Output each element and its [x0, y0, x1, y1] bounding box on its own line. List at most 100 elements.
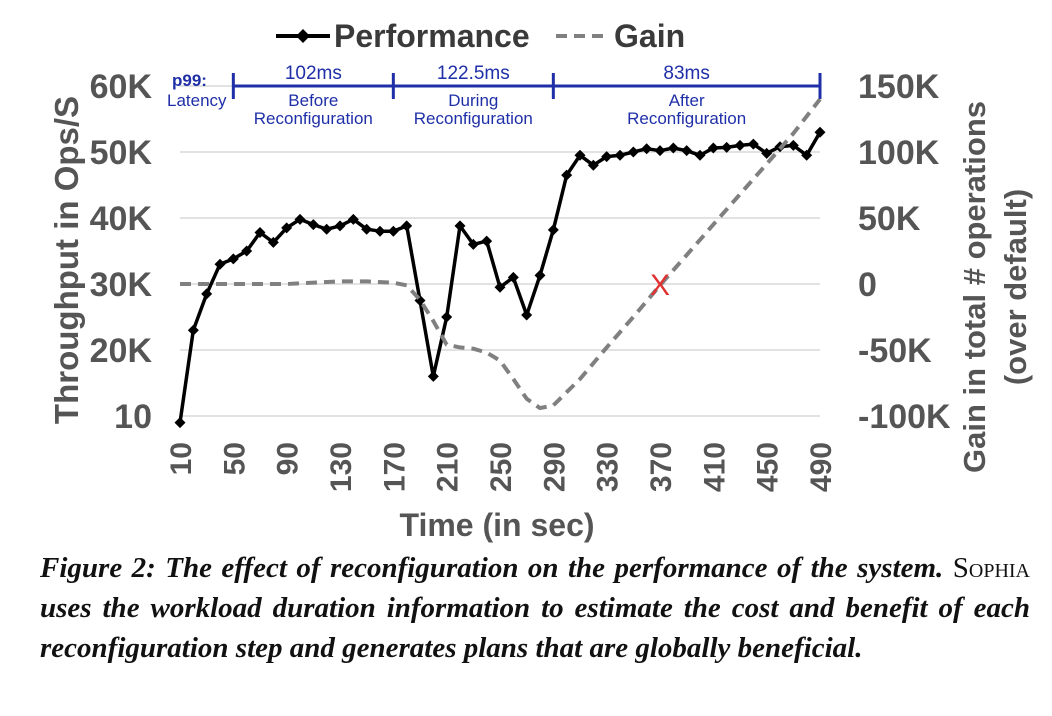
- phase-latency-0: 102ms: [285, 63, 342, 84]
- x-tick-label: 450: [752, 442, 785, 492]
- performance-point: [534, 269, 546, 281]
- performance-point: [174, 417, 186, 429]
- y2-tick-label: 50K: [858, 200, 921, 238]
- performance-point: [494, 281, 506, 293]
- phase-latency-1: 122.5ms: [437, 63, 510, 84]
- legend: Performance Gain: [276, 18, 685, 54]
- performance-point: [734, 139, 746, 151]
- phase-line2-0: Reconfiguration: [254, 109, 373, 128]
- y-tick-label: 60K: [90, 68, 153, 106]
- performance-point: [627, 146, 639, 158]
- phase-line1-1: During: [448, 91, 498, 110]
- performance-point: [241, 245, 253, 257]
- performance-point: [387, 225, 399, 237]
- x-tick-label: 170: [378, 442, 411, 492]
- x-tick-label: 250: [485, 442, 518, 492]
- caption-text-1: The effect of reconfiguration on the per…: [165, 552, 944, 584]
- performance-point: [281, 222, 293, 234]
- y2-axis-title-line1: Gain in total # operations: [957, 101, 992, 473]
- performance-point: [187, 324, 199, 336]
- x-tick-label: 410: [698, 442, 731, 492]
- caption-system-name: Sophia: [952, 552, 1030, 584]
- phase-prefix-p99: p99:: [172, 71, 207, 90]
- phase-line2-1: Reconfiguration: [414, 109, 533, 128]
- performance-point: [227, 253, 239, 265]
- legend-performance-label: Performance: [334, 18, 530, 54]
- performance-point: [294, 213, 306, 225]
- performance-point: [521, 309, 533, 321]
- x-tick-label: 370: [645, 442, 678, 492]
- phase-latency-2: 83ms: [663, 63, 709, 84]
- performance-point: [481, 235, 493, 247]
- x-tick-label: 290: [538, 442, 571, 492]
- performance-point: [721, 141, 733, 153]
- performance-point: [467, 238, 479, 250]
- performance-point: [334, 220, 346, 232]
- performance-point: [441, 311, 453, 323]
- performance-point: [654, 145, 666, 157]
- figure-caption: Figure 2: The effect of reconfiguration …: [40, 548, 1030, 668]
- performance-point: [601, 151, 613, 163]
- phase-line2-2: Reconfiguration: [627, 109, 746, 128]
- performance-point: [547, 224, 559, 236]
- axes: 10 20K 30K 40K 50K 60K -100K -50K 0 50K 100K 150K 10…: [90, 68, 951, 492]
- chart: Performance Gain p99: Latency 102ms Befor…: [48, 18, 1033, 543]
- y-tick-label: 50K: [90, 134, 153, 172]
- breakeven-x-marker: X: [650, 269, 670, 302]
- phase-annotation: p99: Latency 102msBeforeReconfiguration1…: [167, 63, 822, 128]
- performance-series-line: [178, 131, 822, 423]
- x-tick-label: 50: [218, 442, 251, 475]
- performance-point: [814, 126, 826, 138]
- grid-lines: [180, 85, 820, 417]
- performance-point: [587, 159, 599, 171]
- performance-point: [561, 169, 573, 181]
- performance-point: [307, 219, 319, 231]
- caption-text-2: uses the workload duration information t…: [40, 592, 1030, 664]
- x-tick-label: 210: [432, 442, 465, 492]
- y-tick-label: 40K: [90, 200, 153, 238]
- gain-series-line: [180, 97, 822, 411]
- performance-point: [574, 149, 586, 161]
- performance-point: [347, 213, 359, 225]
- x-tick-label: 10: [165, 442, 198, 475]
- y2-tick-label: -50K: [858, 332, 932, 370]
- legend-performance-marker: [296, 29, 310, 43]
- y-tick-label: 30K: [90, 266, 153, 304]
- phase-line1-2: After: [669, 91, 705, 110]
- x-tick-label: 490: [805, 442, 838, 492]
- performance-point: [321, 223, 333, 235]
- x-tick-label: 330: [592, 442, 625, 492]
- performance-point: [214, 258, 226, 270]
- y2-axis-title-line2: (over default): [998, 189, 1033, 385]
- y-tick-label: 10: [114, 398, 152, 436]
- performance-point: [401, 220, 413, 232]
- performance-point: [201, 288, 213, 300]
- phase-prefix-latency: Latency: [167, 91, 227, 110]
- performance-point: [761, 147, 773, 159]
- y2-tick-label: 100K: [858, 134, 940, 172]
- performance-point: [787, 139, 799, 151]
- y2-tick-label: -100K: [858, 398, 951, 436]
- x-tick-label: 130: [325, 442, 358, 492]
- y-axis-title: Throughput in Ops/S: [48, 96, 85, 424]
- performance-point: [707, 142, 719, 154]
- phase-line1-0: Before: [288, 91, 338, 110]
- y2-tick-label: 150K: [858, 68, 940, 106]
- x-axis-title: Time (in sec): [399, 507, 594, 543]
- performance-point: [507, 271, 519, 283]
- x-tick-label: 90: [272, 442, 305, 475]
- caption-label: Figure 2:: [40, 552, 156, 584]
- performance-point: [374, 225, 386, 237]
- performance-point: [427, 370, 439, 382]
- performance-point: [614, 149, 626, 161]
- performance-point: [454, 220, 466, 232]
- performance-point: [267, 236, 279, 248]
- y-tick-label: 20K: [90, 332, 153, 370]
- y2-tick-label: 0: [858, 266, 877, 304]
- series: [174, 97, 826, 429]
- performance-point: [361, 223, 373, 235]
- performance-point: [694, 149, 706, 161]
- performance-point: [681, 145, 693, 157]
- performance-point: [641, 143, 653, 155]
- performance-point: [801, 149, 813, 161]
